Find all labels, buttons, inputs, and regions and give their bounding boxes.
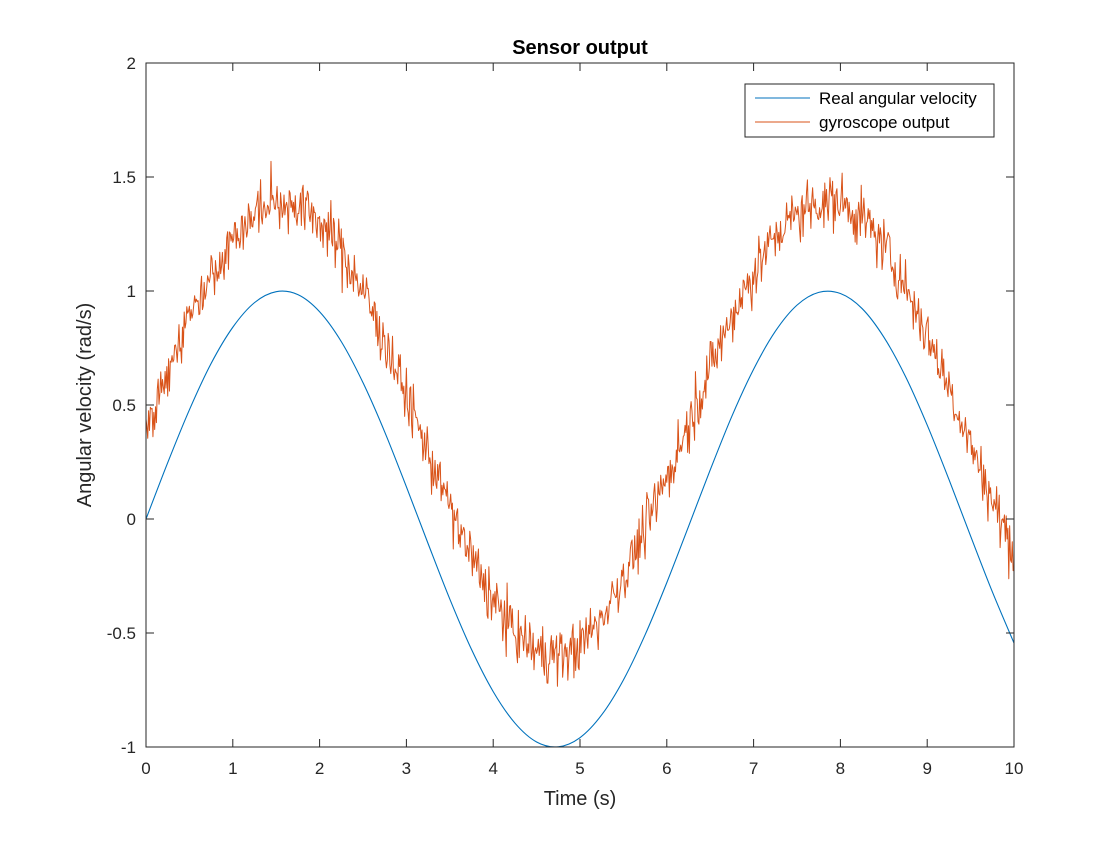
series-layer [145,160,1015,748]
x-tick-label: 1 [228,759,237,778]
x-tick-label: 10 [1005,759,1024,778]
ticks-layer: 0 1 2 3 4 5 6 7 8 9 10 -1 -0.5 0 0.5 1 1.5 2 [107,54,1024,778]
x-tick-label: 5 [575,759,584,778]
x-tick-label: 8 [836,759,845,778]
y-tick-label: -1 [121,738,136,757]
y-tick-label: 0.5 [112,396,136,415]
x-tick-label: 0 [141,759,150,778]
x-axis-title: Time (s) [544,788,617,810]
x-tick-label: 3 [402,759,411,778]
series-line-gyroscope-output [145,160,1015,687]
x-tick-label: 6 [662,759,671,778]
legend-label-gyroscope-output: gyroscope output [819,113,950,132]
legend-box [744,83,995,138]
x-tick-label: 4 [488,759,497,778]
plot-frame [145,62,1015,748]
series-line-real-angular-velocity [145,290,1015,748]
y-tick-label: 1.5 [112,168,136,187]
y-tick-label: 0 [127,510,136,529]
x-tick-label: 9 [922,759,931,778]
x-tick-label: 7 [749,759,758,778]
legend-label-real-angular-velocity: Real angular velocity [819,89,977,108]
y-axis-title: Angular velocity (rad/s) [74,303,96,508]
x-tick-label: 2 [315,759,324,778]
legend: Real angular velocity gyroscope output [744,83,995,138]
y-tick-label: -0.5 [107,624,136,643]
chart-title: Sensor output [512,37,648,59]
y-tick-label: 1 [127,282,136,301]
y-tick-label: 2 [127,54,136,73]
